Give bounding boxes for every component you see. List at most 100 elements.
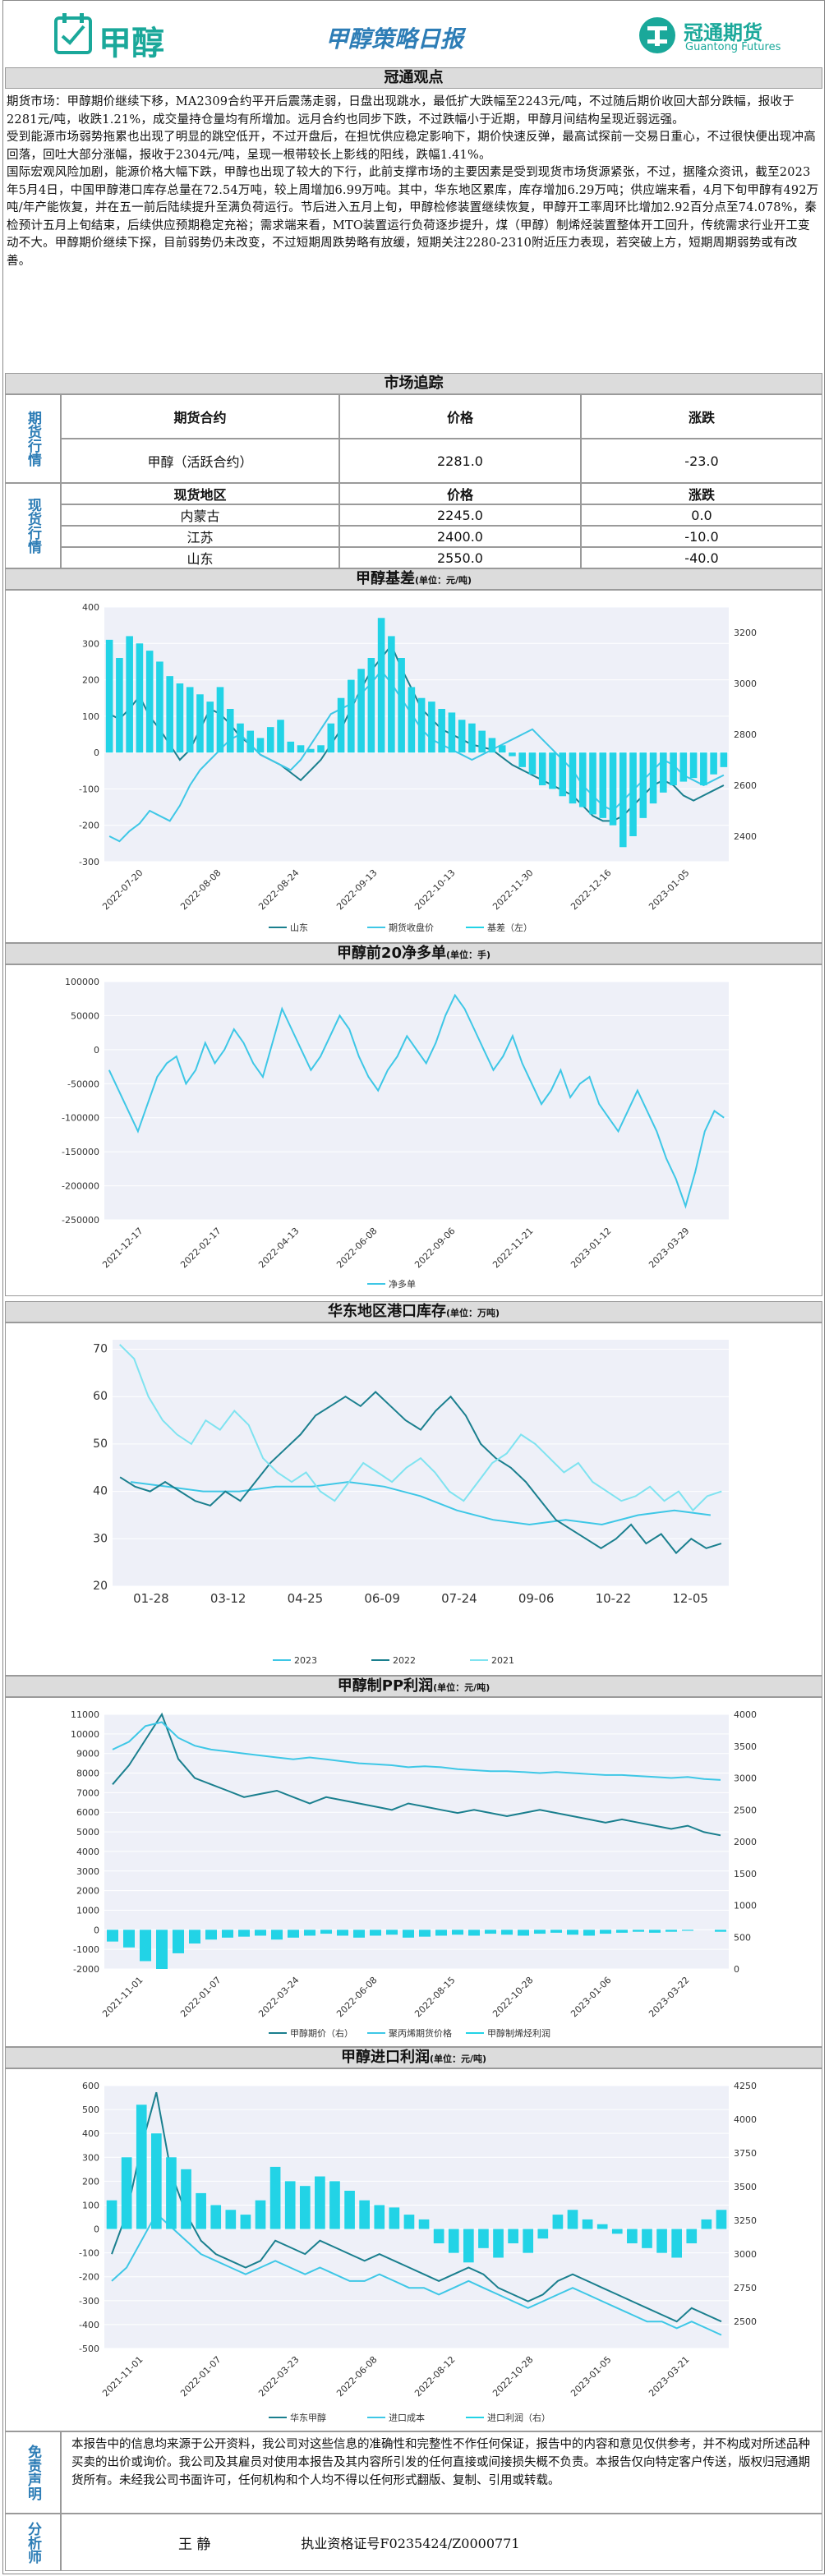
bar: [538, 752, 546, 785]
x-tick-label: 2022-10-28: [490, 2354, 535, 2399]
series-line: [118, 1344, 722, 1512]
bar: [419, 1930, 431, 1937]
bar: [156, 1930, 168, 1969]
x-tick-label: 2022-11-21: [490, 1226, 535, 1270]
analyst-license: 执业资格证号F0235424/Z0000771: [301, 2536, 520, 2551]
y-right-tick-label: 3000: [734, 2249, 757, 2260]
bar: [140, 1930, 151, 1962]
bar: [433, 2229, 444, 2243]
futures-header-price: 价格: [339, 394, 581, 439]
calendar-icon: [54, 13, 92, 54]
logo-text: 甲醇: [99, 25, 164, 62]
bar: [398, 658, 405, 753]
bar: [337, 697, 345, 753]
bar: [559, 752, 567, 797]
y-right-tick-label: 2600: [734, 780, 757, 791]
bar: [116, 658, 123, 753]
futures-market-label: 期货行情: [5, 394, 61, 483]
y-tick-label: 100: [82, 711, 99, 722]
y-right-tick-label: 3500: [734, 1741, 757, 1752]
y-tick-label: 0: [94, 1045, 99, 1056]
y-right-tick-label: 2400: [734, 831, 757, 842]
y-right-tick-label: 3200: [734, 628, 757, 638]
viewpoint-body: 期货市场：甲醇期价继续下移，MA2309合约平开后震荡走弱，日盘出现跳水，最低扩…: [7, 94, 820, 270]
bar: [166, 676, 173, 753]
bar: [671, 2229, 682, 2258]
bar: [145, 651, 154, 753]
net-chart-title: 甲醇前20净多单(单位：手): [5, 943, 822, 964]
y-tick-label: 70: [93, 1343, 108, 1356]
bar: [304, 1930, 315, 1936]
bar: [181, 2169, 191, 2229]
market-section-title: 市场追踪: [5, 373, 822, 394]
series-line: [112, 1712, 721, 1837]
bar: [240, 2215, 251, 2229]
bar: [438, 709, 445, 753]
bar: [649, 752, 657, 804]
plot-area: [104, 2086, 729, 2348]
pp-title-text: 甲醇制PP利润: [337, 1677, 434, 1695]
legend-label: 2023: [294, 1655, 317, 1666]
bar: [297, 745, 305, 753]
x-tick-label: 2023-01-12: [569, 1226, 613, 1270]
bar: [374, 2205, 385, 2229]
bar: [569, 752, 577, 804]
legend-label: 甲醇期价（右）: [290, 2027, 353, 2039]
bar: [493, 2229, 504, 2258]
spot-header-region: 现货地区: [61, 483, 339, 504]
y-tick-label: 0: [94, 1925, 99, 1935]
bar: [679, 752, 688, 782]
legend-label: 基差（左）: [487, 922, 532, 933]
disclaimer-text-box: 本报告中的信息均来源于公开资料，我公司对这些信息的准确性和完整性不作任何保证，报…: [61, 2431, 822, 2514]
y-right-tick-label: 3250: [734, 2215, 757, 2226]
bar: [666, 1930, 677, 1932]
futures-market-label-text: 期货行情: [25, 411, 41, 467]
bar: [348, 679, 355, 753]
x-tick-label: 04-25: [288, 1591, 324, 1606]
bar: [448, 2229, 459, 2253]
x-tick-label: 2022-10-28: [490, 1975, 535, 2019]
bar: [353, 1930, 365, 1938]
bar: [357, 669, 365, 753]
x-tick-label: 2022-08-08: [178, 867, 223, 912]
bar: [196, 694, 204, 753]
y-right-tick-label: 2800: [734, 729, 757, 740]
bar: [550, 1930, 562, 1933]
y-tick-label: -100000: [62, 1113, 99, 1124]
bar: [582, 2219, 593, 2229]
viewpoint-section-title: 冠通观点: [5, 67, 822, 89]
inventory-chart: 70 60 50 40 30 20 01-28 03-12 04-25 06-09 07-24 09-…: [5, 1322, 822, 1676]
basis-chart-title: 甲醇基差(单位：元/吨): [5, 568, 822, 590]
x-tick-label: 03-12: [210, 1591, 246, 1606]
inventory-chart-svg: 70 60 50 40 30 20 01-28 03-12 04-25 06-09 07-24 09-…: [93, 1340, 729, 1666]
bar: [578, 752, 587, 807]
bar: [710, 752, 717, 775]
bar: [567, 1930, 578, 1935]
analyst-label-text: 分析师: [25, 2521, 41, 2564]
y-tick-label: 400: [82, 2128, 99, 2139]
y-tick-label: 30: [93, 1532, 108, 1545]
import-title-text: 甲醇进口利润: [340, 2049, 430, 2066]
bar: [468, 723, 476, 753]
y-tick-label: 4000: [76, 1847, 99, 1857]
legend-label: 甲醇制烯烃利润: [487, 2027, 550, 2039]
pp-unit-text: (单位：元/吨): [433, 1682, 490, 1693]
bar: [386, 1930, 398, 1935]
y-tick-label: 6000: [76, 1807, 99, 1818]
x-tick-label: 10-22: [596, 1591, 632, 1606]
y-right-tick-label: 0: [734, 1964, 739, 1975]
methanol-logo: 甲醇: [51, 12, 171, 62]
futures-row-contract: 甲醇（活跃合约）: [61, 439, 339, 483]
bar: [452, 1930, 463, 1935]
viewpoint-paragraph: 国际宏观风险加剧，能源价格大幅下跌，甲醇也出现了较大的下行，此前支撑市场的主要因…: [7, 166, 819, 268]
x-tick-label: 2022-08-24: [256, 867, 301, 912]
bar: [288, 1930, 299, 1938]
bar: [367, 658, 375, 753]
y-tick-label: 7000: [76, 1787, 99, 1798]
bar: [327, 723, 335, 753]
company-logo: 冠通期货 Guantong Futures: [638, 15, 810, 64]
y-tick-label: 8000: [76, 1769, 99, 1779]
bar: [458, 720, 466, 753]
bar: [552, 2215, 564, 2229]
bar: [611, 2229, 623, 2234]
